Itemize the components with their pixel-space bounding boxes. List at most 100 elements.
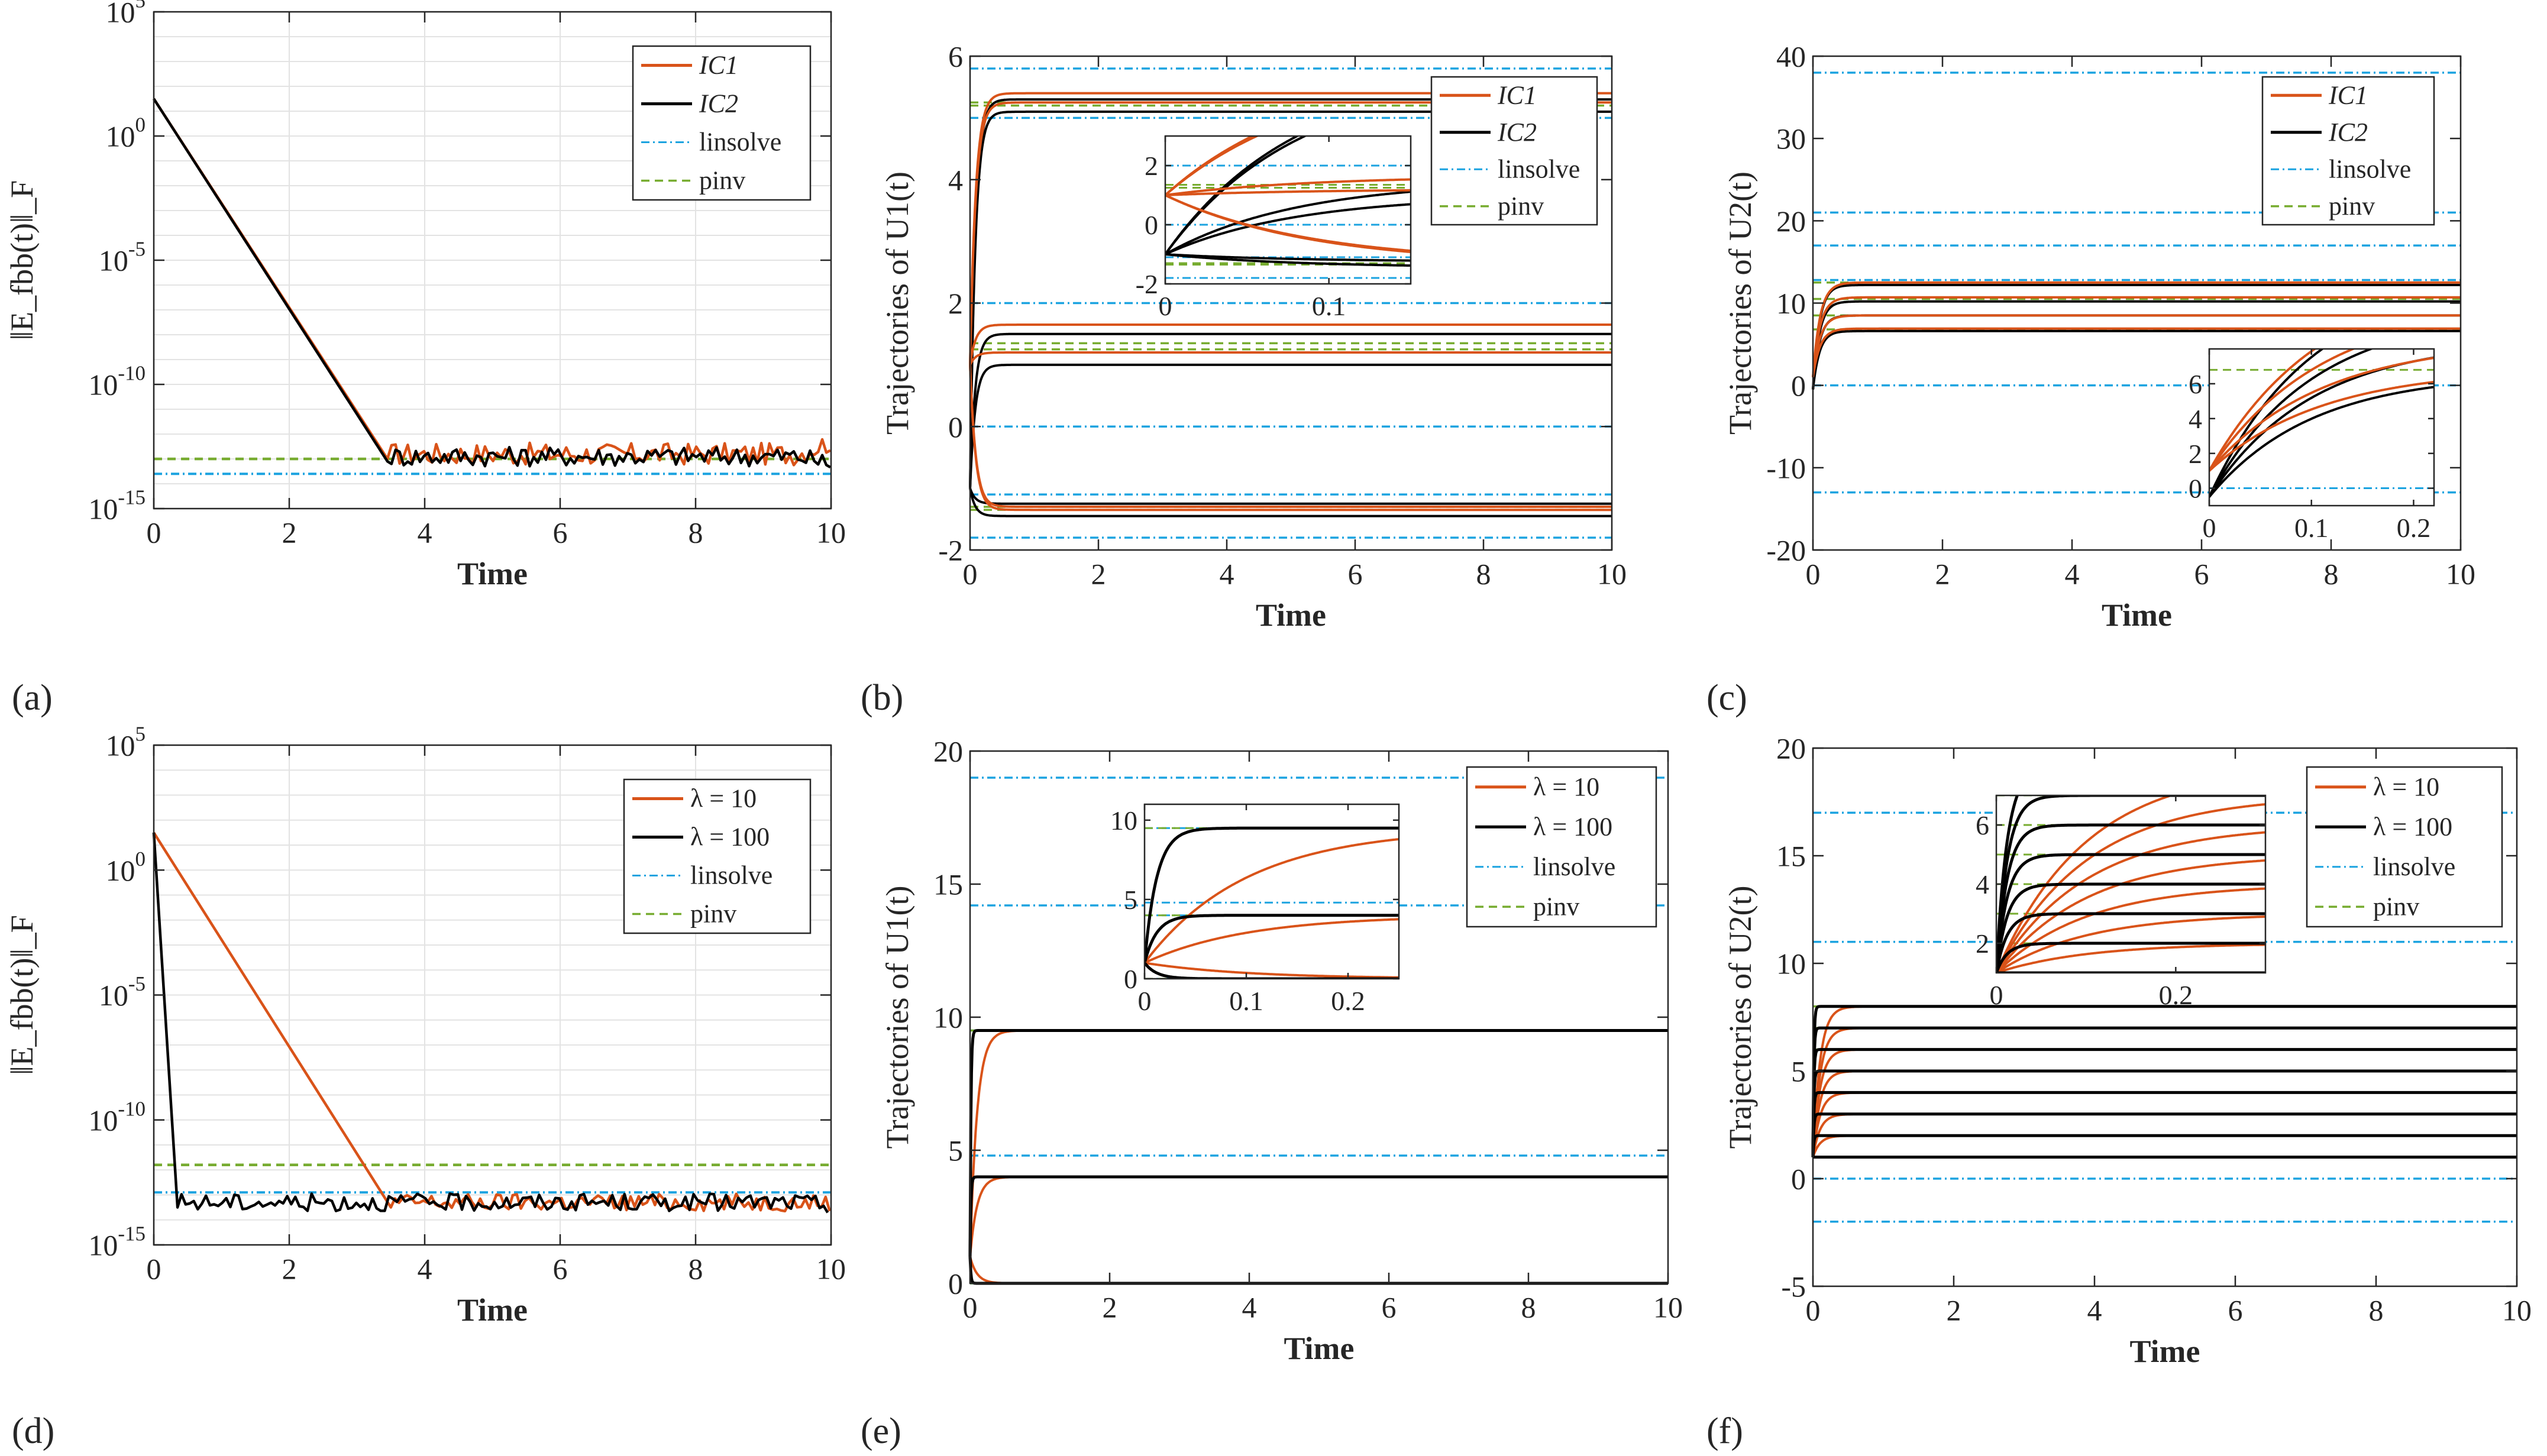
panel-f-ytick-label: -5 — [1781, 1270, 1806, 1303]
panel-c-xtick-label: 6 — [2194, 558, 2209, 591]
chart_data-1-xlabel: Time — [1256, 597, 1326, 633]
panel-e-inset-lambda100-trajectory — [1145, 826, 1399, 963]
ytick-base: 10 — [106, 0, 135, 29]
panel-c-ic2-trajectory — [1812, 300, 2461, 390]
panel-c-ic2-trajectory — [1812, 329, 2461, 390]
panel-f-lambda100-trajectory — [1811, 1005, 2517, 1157]
panel-b-ic2-trajectory — [969, 488, 1612, 517]
panel-b-legend-label: IC1 — [1497, 80, 1537, 109]
panel-c-ic1-trajectory — [1812, 281, 2461, 377]
panel-e-xtick-label: 4 — [1242, 1291, 1257, 1324]
panel-b-ytick-label: 4 — [948, 163, 963, 196]
panel-f-inset-plot — [1996, 795, 2265, 973]
panel-c-legend-label: IC1 — [2328, 80, 2368, 109]
panel-d-ytick-label: 10-10 — [88, 1097, 146, 1137]
panel-e-inset-ytick-label: 0 — [1124, 964, 1137, 994]
chart_data-2-ylabel: Trajectories of U2(t) — [1722, 172, 1758, 435]
panel-e-inset-background — [1145, 804, 1399, 979]
panel-f-xtick-label: 2 — [1947, 1294, 1961, 1327]
panel-e-inset-lambda10-trajectory — [1145, 918, 1399, 965]
panel-c-ytick-label: -10 — [1766, 451, 1806, 484]
panel-f-inset-lambda10-trajectory — [1996, 859, 2265, 973]
panel-d-xtick-label: 10 — [816, 1253, 846, 1286]
panel-f-inset-lambda100-trajectory — [1996, 823, 2265, 973]
panel-a-ytick-label: 100 — [106, 114, 146, 153]
panel-f-lambda100-trajectory — [1811, 1134, 2517, 1157]
panel-b-inset: 0 0.1-202 — [1136, 135, 1412, 321]
panel-f-inset-lambda100-trajectory — [1996, 912, 2265, 973]
panel-f-legend-label: λ = 10 — [2373, 772, 2439, 801]
panel-f-inset-lambda100-trajectory — [1996, 853, 2265, 973]
panel-a-legend-label: linsolve — [699, 128, 781, 157]
panel-c-inset-ic1-trajectory — [2209, 357, 2434, 472]
panel-b-ic1-trajectory — [969, 364, 1612, 512]
panel-e-legend-label: λ = 10 — [1533, 772, 1599, 801]
panel-c-ic1-trajectory — [1812, 296, 2461, 377]
panel-e-lambda100-trajectory — [968, 1029, 1668, 1257]
ytick-exponent: -5 — [128, 238, 146, 261]
panel-e-label: (e) — [861, 1411, 901, 1451]
panel-e-xtick-label: 8 — [1521, 1291, 1536, 1324]
panel-e-lambda100-trajectory — [968, 1256, 1668, 1285]
panel-a-legend-label: IC2 — [699, 89, 738, 118]
panel-b-legend — [1430, 76, 1598, 226]
panel-b-ic2-trajectory — [969, 332, 1612, 488]
panel-e-xtick-label: 10 — [1653, 1291, 1683, 1324]
panel-b-xtick-label: 6 — [1348, 558, 1363, 591]
panel-b-ytick-label: 0 — [948, 410, 963, 444]
panel-e-xtick-label: 2 — [1103, 1291, 1117, 1324]
panel-a-xtick-label: 6 — [553, 516, 568, 549]
panel-c-xtick-label: 8 — [2324, 558, 2339, 591]
panel-c-inset-xtick-label: 0.2 — [2397, 513, 2431, 543]
panel-c-inset-ic2-trajectory — [2209, 349, 2375, 498]
panel-e-inset-ytick-label: 10 — [1110, 805, 1137, 836]
ytick-base: 10 — [88, 1104, 118, 1137]
panel-b-xtick-label: 8 — [1476, 558, 1491, 591]
panel-e-lambda100-trajectory — [968, 1175, 1668, 1257]
panel-f-inset-lambda10-trajectory — [1996, 795, 2175, 973]
ytick-base: 10 — [99, 244, 128, 277]
panel-e-ytick-label: 15 — [933, 868, 963, 901]
panel-f-lambda100-trajectory — [1811, 1048, 2517, 1157]
panel-f-inset-ytick-label: 2 — [1976, 928, 1989, 959]
panel-d-xtick-label: 8 — [689, 1253, 703, 1286]
panel-f-xtick-label: 4 — [2087, 1294, 2102, 1327]
panel-d-legend-label: pinv — [690, 900, 736, 928]
panel-e-inset-lambda100-trajectory — [1145, 914, 1399, 963]
panel-d-ytick-label: 105 — [106, 723, 146, 762]
panel-d-xtick-label: 6 — [553, 1253, 568, 1286]
panel-b-inset-ic1-trajectory — [1165, 178, 1411, 196]
panel-a-series-1 — [153, 98, 831, 469]
panel-b-inset-ic2-trajectory — [1165, 253, 1411, 262]
panel-a-xtick-label: 4 — [418, 516, 432, 549]
panel-e-inset-lambda10-trajectory — [1145, 962, 1399, 979]
panel-b-label: (b) — [861, 678, 903, 718]
panel-a-legend-label: pinv — [699, 166, 745, 195]
panel-d-series-1 — [152, 832, 829, 1214]
panel-a-series-0 — [153, 98, 831, 467]
panel-e-lambda10-trajectory — [969, 1256, 1668, 1284]
panel-c-xtick-label: 0 — [1806, 558, 1821, 591]
panel-b-xtick-label: 4 — [1220, 558, 1234, 591]
panel-e-ytick-label: 0 — [948, 1267, 963, 1300]
ytick-exponent: 0 — [135, 847, 146, 871]
panel-b-inset-ytick-label: 2 — [1145, 151, 1158, 181]
panel-f-inset-lambda10-trajectory — [1996, 803, 2265, 973]
panel-c-label: (c) — [1706, 678, 1747, 718]
panel-f-xtick-label: 6 — [2228, 1294, 2243, 1327]
panel-f-ytick-label: 15 — [1776, 840, 1806, 873]
panel-f-lambda100-trajectory — [1811, 1026, 2517, 1157]
ytick-exponent: 5 — [135, 0, 146, 12]
panel-b-ytick-label: 6 — [948, 40, 963, 73]
ytick-exponent: 0 — [135, 114, 146, 137]
panel-c-inset-ic1-trajectory — [2209, 380, 2434, 472]
panel-b-ytick-label: 2 — [948, 287, 963, 320]
panel-f-ytick-label: 0 — [1791, 1163, 1806, 1196]
panel-b-inset-xtick-label: 0.1 — [1312, 291, 1346, 321]
panel-e-legend-label: λ = 100 — [1533, 812, 1612, 841]
panel-a-xtick-label: 8 — [689, 516, 703, 549]
